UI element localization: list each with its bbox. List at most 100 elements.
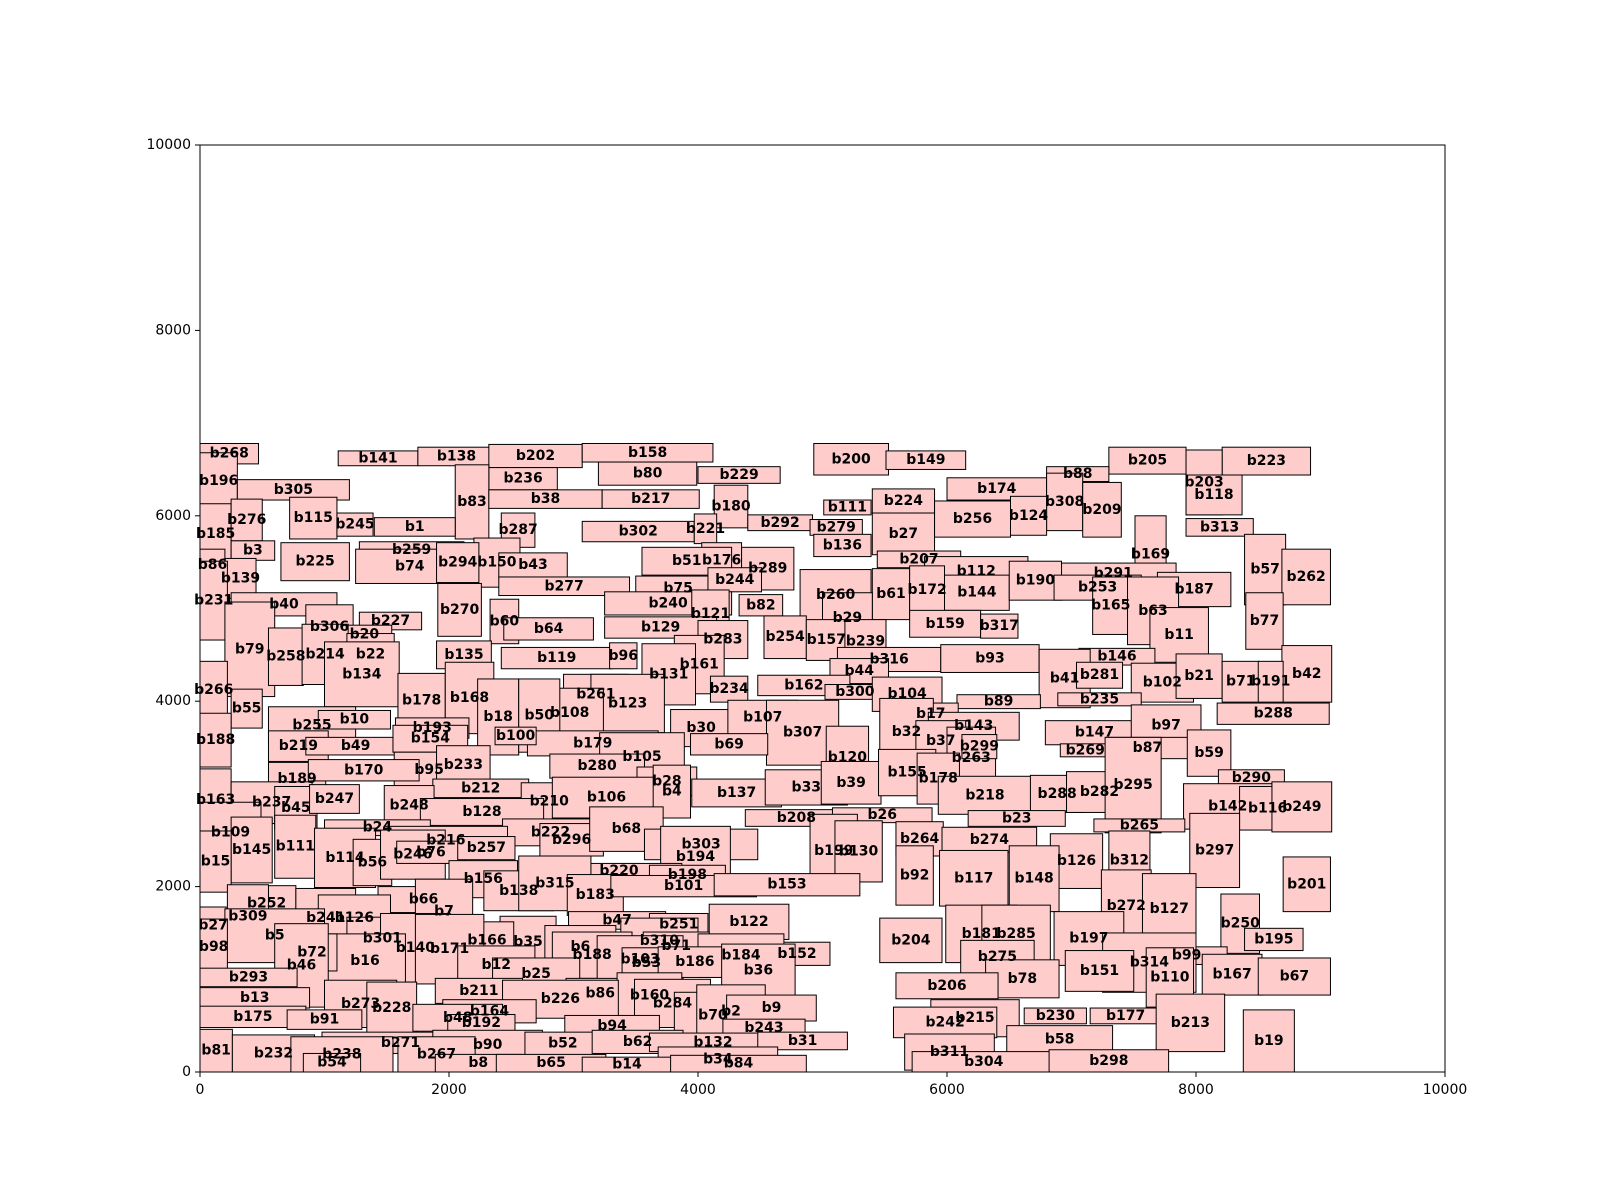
block-label-b171: b171 [430,941,469,957]
block-label-b72: b72 [297,944,327,960]
block-b58 [1006,1025,1114,1054]
block-label-b197: b197 [1069,931,1108,947]
block-label-b52: b52 [548,1036,578,1052]
block-label-b256: b256 [953,511,992,527]
block-label-b250: b250 [1221,916,1261,932]
block-label-b168: b168 [450,690,489,706]
block-b201 [1282,856,1331,913]
block-label-b122: b122 [729,914,768,930]
block-b228 [366,981,418,1035]
block-b280 [549,753,645,779]
block-label-b305: b305 [274,482,313,498]
block-b31 [757,1031,848,1051]
block-label-b206: b206 [927,978,966,994]
block-b153 [713,873,861,897]
block-label-b217: b217 [631,491,670,507]
block-label-b288: b288 [1254,706,1293,722]
block-b39 [820,760,882,805]
block-label-b36: b36 [744,962,774,978]
block-label-b28: b28 [652,773,682,789]
block-label-b138: b138 [437,448,476,464]
block-label-b246: b246 [393,847,432,863]
x-tick-label: 0 [196,1082,205,1098]
block-label-b266: b266 [194,682,233,698]
block-label-b20: b20 [350,626,380,642]
block-label-b97: b97 [1151,717,1181,733]
block-label-b149: b149 [906,452,945,468]
block-b245 [336,512,374,537]
block-label-b153: b153 [767,877,806,893]
block-label-b55: b55 [232,701,262,717]
block-label-b211: b211 [459,983,498,999]
block-label-b277: b277 [545,578,584,594]
block-b69 [690,733,769,756]
block-label-b194: b194 [676,849,716,865]
block-b9 [726,994,817,1022]
block-label-b62: b62 [623,1034,653,1050]
block-label-b70: b70 [698,1007,728,1023]
block-label-b151: b151 [1080,963,1119,979]
x-tick-label: 2000 [431,1082,467,1098]
block-b200 [813,442,889,476]
block-label-b51: b51 [672,553,702,569]
block-label-b142: b142 [1208,798,1247,814]
block-label-b193: b193 [413,720,452,736]
block-b249 [1271,781,1333,833]
block-label-b251: b251 [659,917,698,933]
block-b61 [871,568,911,621]
block-b83 [454,464,490,540]
block-b294 [436,542,480,584]
block-label-b115: b115 [294,510,333,526]
block-label-b74: b74 [395,558,425,574]
block-label-b57: b57 [1250,562,1280,578]
block-b111 [274,814,317,879]
block-label-b109: b109 [211,824,250,840]
block-label-b18: b18 [483,709,513,725]
block-label-b220: b220 [599,863,639,879]
blocks-layer [199,442,1333,1073]
block-label-b198: b198 [668,867,707,883]
block-label-b6: b6 [570,939,590,955]
block-b100 [494,726,537,746]
block-label-b14: b14 [612,1057,642,1073]
block-label-b126: b126 [1057,853,1096,869]
block-label-b134: b134 [342,666,382,682]
block-label-b117: b117 [954,870,993,886]
block-label-b88: b88 [1063,466,1093,482]
block-b230 [1023,1007,1087,1025]
block-label-b21: b21 [1184,668,1214,684]
block-label-b118: b118 [1194,487,1233,503]
block-label-b129: b129 [641,620,680,636]
block-label-b291: b291 [1094,565,1133,581]
block-label-b289: b289 [748,561,787,577]
block-label-b104: b104 [888,686,928,702]
block-label-b285: b285 [996,926,1035,942]
x-tick-label: 6000 [929,1082,965,1098]
block-label-b273: b273 [341,996,380,1012]
block-b224 [871,488,936,514]
block-label-b160: b160 [630,988,670,1004]
block-label-b231: b231 [194,593,233,609]
block-label-b126: b126 [335,910,374,926]
block-b67 [1257,957,1331,996]
block-label-b269: b269 [1066,742,1105,758]
x-axis: 0 2000 4000 6000 8000 10000 [196,1072,1467,1098]
block-b64 [503,617,594,641]
block-label-b84: b84 [724,1056,754,1072]
block-label-b274: b274 [970,832,1010,848]
block-label-b50: b50 [525,708,555,724]
block-label-b219: b219 [279,738,318,754]
block-label-b107: b107 [743,709,782,725]
block-label-b200: b200 [832,451,872,467]
block-b242 [892,1006,998,1039]
block-label-b268: b268 [210,446,249,462]
block-label-b17: b17 [916,706,946,722]
block-label-b7: b7 [434,904,454,920]
block-b270 [437,582,482,637]
block-b71 [1221,660,1260,703]
block-label-b106: b106 [587,790,626,806]
block-b118 [1185,474,1243,516]
block-label-b91: b91 [310,1012,340,1028]
block-label-b111: b111 [828,499,867,515]
block-label-b150: b150 [477,555,517,571]
